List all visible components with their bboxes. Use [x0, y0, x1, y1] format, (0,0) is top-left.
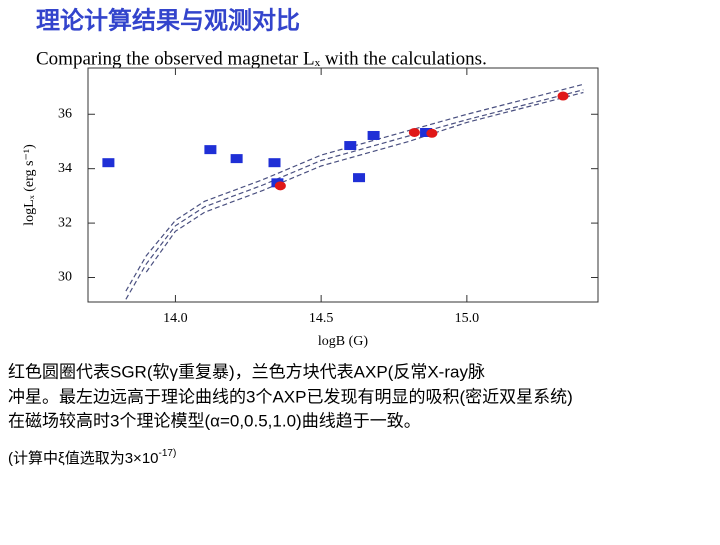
sgr-marker: [426, 128, 438, 138]
model-curve: [145, 91, 584, 273]
axp-marker: [268, 158, 281, 168]
axp-marker: [353, 173, 366, 183]
axp-marker: [420, 127, 433, 137]
sgr-marker: [274, 181, 286, 191]
axp-marker: [230, 154, 243, 164]
sgr-marker: [557, 91, 569, 101]
caption-line: 红色圆圈代表SGR(软γ重复暴)，兰色方块代表AXP(反常X-ray脉: [8, 362, 485, 381]
caption-line: 冲星。最左边远高于理论曲线的3个AXP已发现有明显的吸积(密近双星系统): [8, 387, 573, 406]
x-axis-label: logB (G): [318, 334, 369, 349]
x-tick-label: 15.0: [455, 311, 480, 326]
y-tick-label: 32: [58, 215, 72, 230]
sgr-marker: [408, 127, 420, 137]
axp-marker: [102, 158, 115, 168]
plot-area: [102, 83, 584, 300]
plot-frame: [87, 67, 599, 303]
chart-title: Comparing the observed magnetar Lₓ with …: [36, 48, 487, 69]
footnote: (计算中ξ值选取为3×10-17): [8, 448, 176, 467]
x-tick-label: 14.0: [163, 311, 188, 326]
slide-title: 理论计算结果与观测对比: [36, 6, 300, 34]
axp-marker: [204, 145, 217, 155]
x-tick-label: 14.5: [309, 311, 334, 326]
y-axis-label: logLₓ (erg s⁻¹): [22, 144, 37, 226]
axp-marker: [344, 141, 357, 151]
y-tick-label: 36: [58, 106, 72, 121]
model-curve: [125, 89, 584, 300]
caption-line: 在磁场较高时3个理论模型(α=0,0.5,1.0)曲线趋于一致。: [8, 411, 421, 430]
model-curve: [125, 83, 584, 292]
axp-marker: [367, 130, 380, 140]
y-tick-label: 30: [58, 270, 72, 285]
footnote-text: (计算中ξ值选取为3×10: [8, 449, 159, 467]
y-tick-label: 34: [58, 161, 72, 176]
footnote-superscript: -17): [159, 448, 177, 459]
